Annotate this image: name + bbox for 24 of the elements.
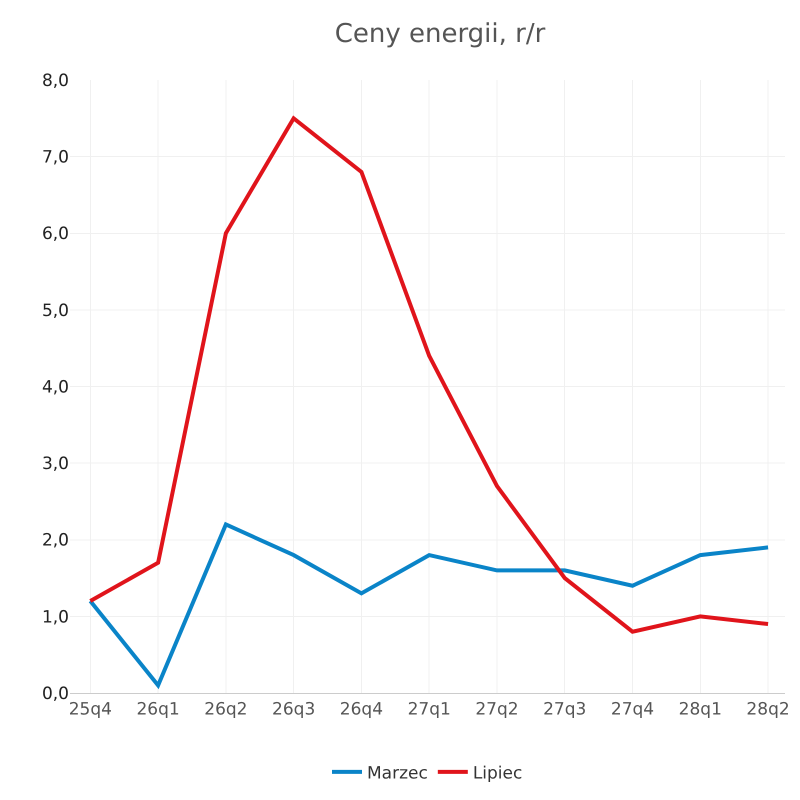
legend-label: Lipiec xyxy=(472,763,522,784)
line-series xyxy=(88,116,770,634)
y-tick-label: 8,0 xyxy=(42,70,69,91)
y-tick-label: 5,0 xyxy=(42,300,69,321)
y-tick-label: 2,0 xyxy=(42,530,69,551)
x-tick-label: 27q2 xyxy=(475,699,519,720)
legend-label: Marzec xyxy=(367,763,428,784)
x-tick-label: 27q1 xyxy=(408,699,451,720)
y-tick-label: 3,0 xyxy=(42,454,69,474)
y-tick-label: 0,0 xyxy=(42,684,69,704)
y-tick-label: 1,0 xyxy=(42,607,69,628)
x-tick-label: 28q2 xyxy=(746,699,790,720)
y-tick-label: 4,0 xyxy=(42,377,69,398)
x-tick-label: 28q1 xyxy=(678,699,722,720)
y-tick-label: 7,0 xyxy=(42,148,69,168)
x-tick-label: 26q4 xyxy=(340,699,384,720)
x-tick-label: 27q3 xyxy=(543,699,586,720)
y-tick-label: 6,0 xyxy=(42,224,69,244)
x-tick-label: 26q1 xyxy=(136,699,180,720)
x-tick-label: 26q2 xyxy=(204,699,248,720)
x-tick-label: 25q4 xyxy=(68,699,112,720)
chart-title: Ceny energii, r/r xyxy=(334,19,546,50)
x-tick-label: 26q3 xyxy=(272,699,316,720)
x-tick-label: 27q4 xyxy=(610,699,654,720)
